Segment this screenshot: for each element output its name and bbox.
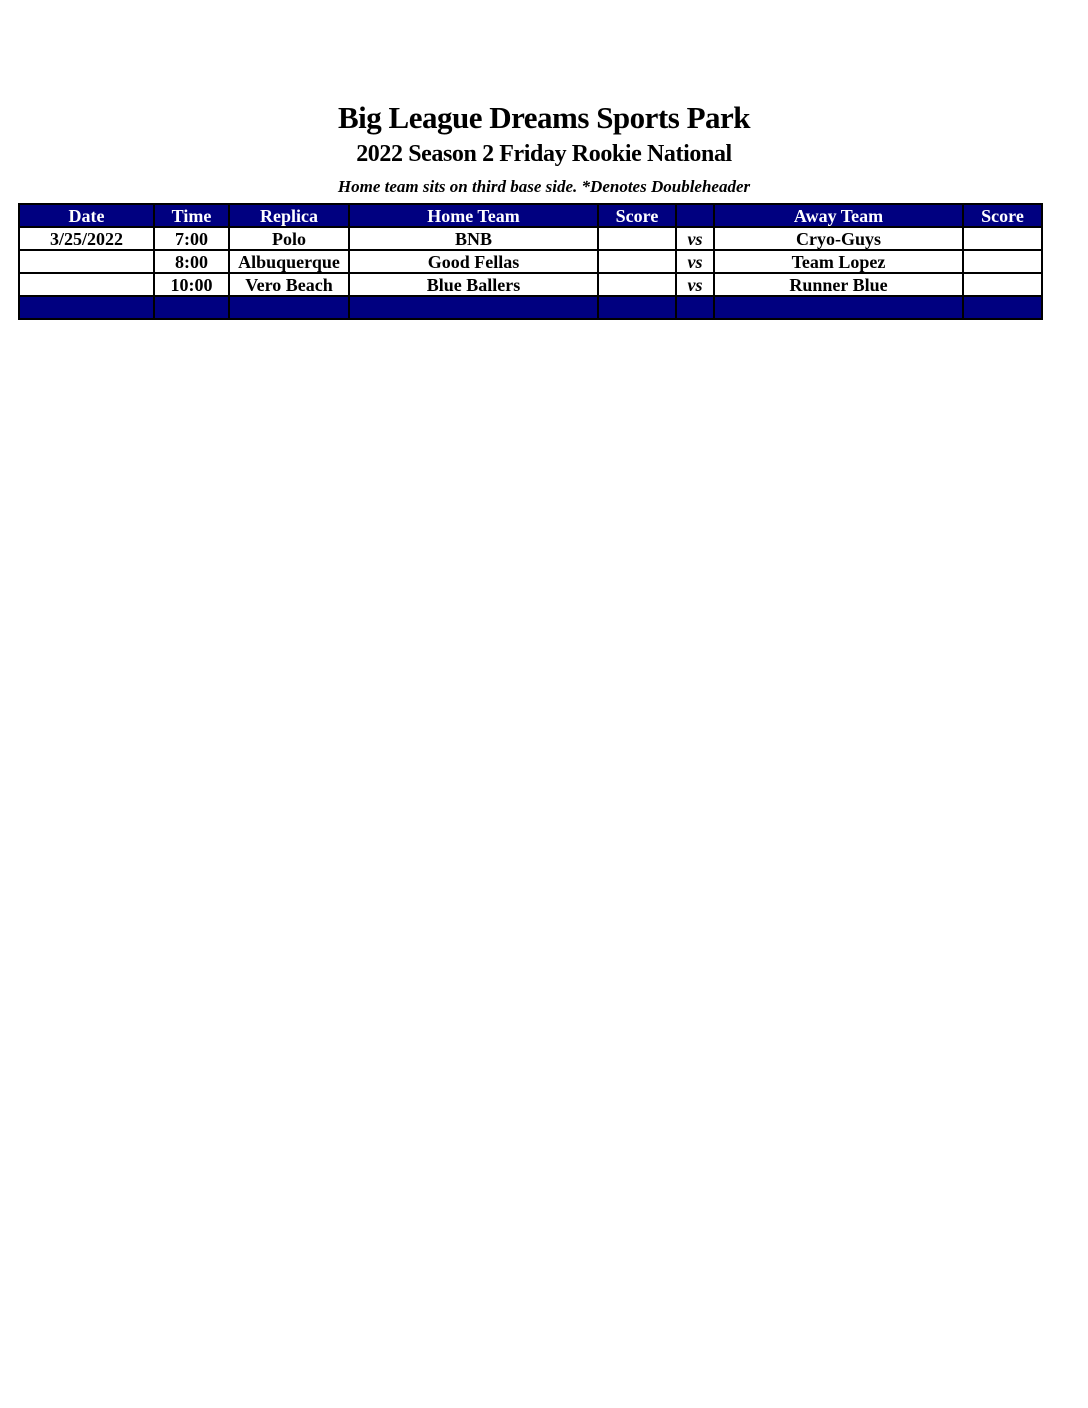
cell-date xyxy=(18,249,155,274)
cell-date: 3/25/2022 xyxy=(18,226,155,251)
col-date: Date xyxy=(18,203,155,228)
page-subtitle: 2022 Season 2 Friday Rookie National xyxy=(356,141,732,167)
col-home-score: Score xyxy=(597,203,677,228)
footer-cell xyxy=(18,295,155,320)
cell-away: Cryo-Guys xyxy=(713,226,964,251)
col-replica: Replica xyxy=(228,203,350,228)
col-vs xyxy=(675,203,715,228)
cell-vs: vs xyxy=(675,226,715,251)
header-row: Date Time Replica Home Team Score Away T… xyxy=(18,203,1043,228)
cell-replica: Polo xyxy=(228,226,350,251)
cell-away: Team Lopez xyxy=(713,249,964,274)
cell-home: Good Fellas xyxy=(348,249,599,274)
footer-cell xyxy=(962,295,1043,320)
cell-home: BNB xyxy=(348,226,599,251)
cell-away-score xyxy=(962,272,1043,297)
footer-cell xyxy=(348,295,599,320)
cell-away-score xyxy=(962,249,1043,274)
cell-away-score xyxy=(962,226,1043,251)
footer-cell xyxy=(713,295,964,320)
cell-vs: vs xyxy=(675,272,715,297)
cell-home-score xyxy=(597,272,677,297)
footer-row xyxy=(18,295,1043,320)
cell-vs: vs xyxy=(675,249,715,274)
cell-replica: Vero Beach xyxy=(228,272,350,297)
table-row: 10:00 Vero Beach Blue Ballers vs Runner Blue xyxy=(18,272,1043,297)
cell-away: Runner Blue xyxy=(713,272,964,297)
page-title: Big League Dreams Sports Park xyxy=(337,100,751,135)
col-away-score: Score xyxy=(962,203,1043,228)
table-row: 3/25/2022 7:00 Polo BNB vs Cryo-Guys xyxy=(18,226,1043,251)
footer-cell xyxy=(597,295,677,320)
schedule-note: Home team sits on third base side. *Deno… xyxy=(337,177,751,196)
cell-home-score xyxy=(597,249,677,274)
cell-time: 8:00 xyxy=(153,249,230,274)
schedule-table: Date Time Replica Home Team Score Away T… xyxy=(18,203,1043,320)
cell-home-score xyxy=(597,226,677,251)
cell-home: Blue Ballers xyxy=(348,272,599,297)
table-row: 8:00 Albuquerque Good Fellas vs Team Lopez xyxy=(18,249,1043,274)
col-home-team: Home Team xyxy=(348,203,599,228)
cell-time: 7:00 xyxy=(153,226,230,251)
col-away-team: Away Team xyxy=(713,203,964,228)
footer-cell xyxy=(675,295,715,320)
footer-cell xyxy=(228,295,350,320)
footer-cell xyxy=(153,295,230,320)
cell-replica: Albuquerque xyxy=(228,249,350,274)
cell-time: 10:00 xyxy=(153,272,230,297)
cell-date xyxy=(18,272,155,297)
col-time: Time xyxy=(153,203,230,228)
